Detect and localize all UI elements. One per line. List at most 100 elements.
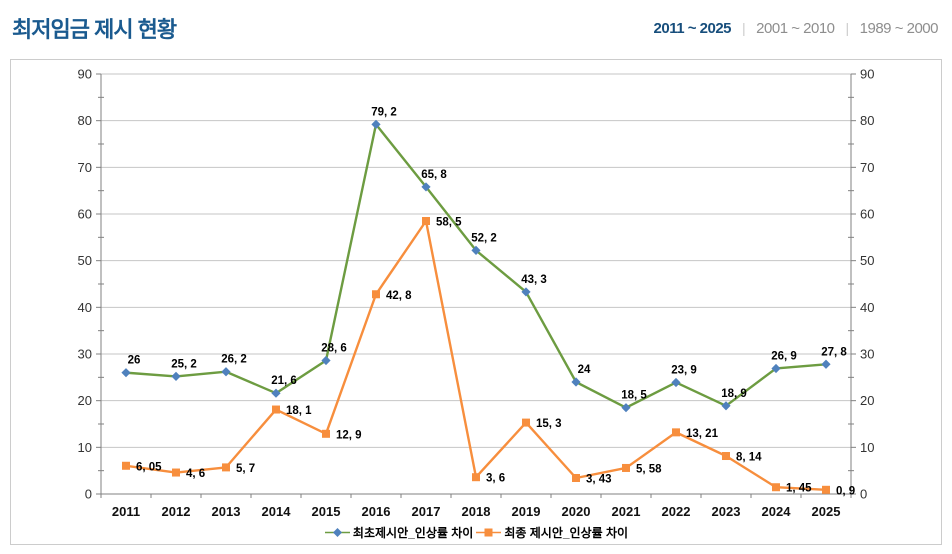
data-label: 3, 6 bbox=[486, 473, 505, 485]
data-label: 79, 2 bbox=[371, 106, 397, 118]
data-point-marker bbox=[721, 401, 731, 411]
x-axis-label: 2021 bbox=[612, 504, 641, 519]
data-label: 23, 9 bbox=[671, 364, 697, 376]
data-label: 65, 8 bbox=[421, 169, 447, 181]
data-point-marker bbox=[621, 403, 631, 413]
data-label: 12, 9 bbox=[336, 429, 362, 441]
data-point-marker bbox=[622, 463, 630, 472]
data-point-marker bbox=[822, 485, 830, 494]
data-label: 4, 6 bbox=[186, 468, 205, 480]
data-point-marker bbox=[771, 363, 781, 374]
chart-legend: 최초제시안_인상률 차이 최종 제시안_인상률 차이 bbox=[11, 522, 941, 542]
data-point-marker bbox=[272, 405, 280, 414]
data-point-marker bbox=[821, 359, 831, 369]
data-label: 58, 5 bbox=[436, 217, 462, 229]
chart-container: 0 0 10 10 20 20 30 30 40 40 50 50 60 60 70 70 80 80 90 90 20… bbox=[10, 59, 942, 545]
data-point-marker bbox=[421, 182, 431, 192]
data-label: 24 bbox=[578, 364, 591, 376]
data-point-marker bbox=[672, 428, 680, 437]
x-axis-label: 2024 bbox=[762, 504, 792, 519]
legend-label-initial: 최초제시안_인상률 차이 bbox=[352, 525, 474, 540]
data-point-marker bbox=[271, 388, 281, 398]
data-label: 26, 2 bbox=[221, 354, 247, 366]
data-label: 13, 21 bbox=[686, 428, 719, 440]
x-axis-label: 2018 bbox=[462, 504, 491, 519]
data-label: 18, 5 bbox=[621, 390, 647, 402]
data-label: 1, 45 bbox=[786, 483, 812, 495]
data-label: 3, 43 bbox=[586, 473, 612, 485]
data-label: 42, 8 bbox=[386, 290, 412, 302]
y-axis-label-left: 20 bbox=[78, 393, 92, 408]
tab-1989-2000[interactable]: 1989 ~ 2000 bbox=[859, 19, 939, 37]
data-label: 18, 1 bbox=[286, 405, 312, 417]
data-point-marker bbox=[222, 463, 230, 472]
x-axis-label: 2022 bbox=[662, 504, 691, 519]
y-axis-label-right: 70 bbox=[860, 160, 874, 175]
x-axis-label: 2020 bbox=[562, 504, 591, 519]
tab-separator: | bbox=[845, 20, 850, 36]
data-point-marker bbox=[221, 367, 231, 377]
x-axis-label: 2013 bbox=[212, 504, 241, 519]
tab-2001-2010[interactable]: 2001 ~ 2010 bbox=[756, 19, 835, 37]
data-label: 5, 7 bbox=[236, 463, 255, 475]
data-point-marker bbox=[121, 368, 131, 378]
data-point-marker bbox=[321, 355, 331, 366]
data-label: 18, 9 bbox=[721, 388, 747, 400]
legend-item-initial-proposal: 최초제시안_인상률 차이 bbox=[324, 524, 473, 541]
legend-square-2 bbox=[484, 528, 493, 536]
y-axis-label-right: 80 bbox=[860, 113, 874, 128]
data-point-marker bbox=[322, 429, 330, 438]
y-axis-label-right: 0 bbox=[860, 487, 867, 502]
data-point-marker bbox=[472, 473, 480, 482]
x-axis-label: 2016 bbox=[362, 504, 391, 519]
data-label: 0, 9 bbox=[836, 485, 855, 497]
data-point-marker bbox=[522, 418, 530, 427]
data-point-marker bbox=[422, 217, 430, 225]
data-label: 5, 58 bbox=[636, 463, 662, 475]
page-title: 최저임금 제시 현황 bbox=[12, 17, 177, 42]
data-label: 6, 05 bbox=[136, 461, 162, 473]
data-label: 15, 3 bbox=[536, 418, 562, 430]
y-axis-label-left: 90 bbox=[78, 67, 92, 82]
y-axis-label-right: 30 bbox=[860, 347, 874, 362]
y-axis-label-left: 70 bbox=[78, 160, 92, 175]
x-axis-label: 2011 bbox=[112, 504, 140, 519]
legend-initial-marker-icon bbox=[324, 527, 350, 537]
legend-final-marker-icon bbox=[476, 528, 502, 536]
y-axis-label-right: 60 bbox=[860, 207, 874, 222]
data-label: 27, 8 bbox=[821, 346, 847, 358]
y-axis-label-right: 50 bbox=[860, 253, 874, 268]
data-point-marker bbox=[372, 290, 380, 299]
x-axis-label: 2025 bbox=[812, 504, 841, 519]
data-label: 28, 6 bbox=[321, 343, 347, 355]
data-point-marker bbox=[572, 473, 580, 482]
data-point-marker bbox=[172, 468, 180, 477]
tab-separator: | bbox=[742, 20, 746, 36]
data-label: 26, 9 bbox=[771, 350, 797, 362]
data-point-marker bbox=[122, 461, 130, 470]
y-axis-label-left: 10 bbox=[78, 440, 92, 455]
x-axis-label: 2014 bbox=[262, 504, 292, 519]
x-axis-label: 2023 bbox=[712, 504, 741, 519]
data-label: 25, 2 bbox=[171, 358, 197, 370]
data-label: 8, 14 bbox=[736, 452, 762, 464]
y-axis-label-right: 90 bbox=[860, 67, 874, 82]
data-label: 52, 2 bbox=[471, 232, 497, 244]
y-axis-label-left: 80 bbox=[78, 113, 92, 128]
data-label: 43, 3 bbox=[521, 274, 547, 286]
period-tabs: 2011 ~ 2025 | 2001 ~ 2010 | 1989 ~ 2000 bbox=[653, 19, 939, 37]
page-header: 최저임금 제시 현황 2011 ~ 2025 | 2001 ~ 2010 | 1… bbox=[12, 6, 939, 50]
tab-2011-2025[interactable]: 2011 ~ 2025 bbox=[653, 19, 732, 37]
y-axis-label-left: 50 bbox=[78, 253, 92, 268]
y-axis-label-right: 20 bbox=[860, 393, 874, 408]
y-axis-label-left: 40 bbox=[78, 300, 92, 315]
data-point-marker bbox=[371, 119, 381, 129]
data-point-marker bbox=[571, 377, 581, 387]
x-axis-label: 2015 bbox=[312, 504, 341, 519]
y-axis-label-right: 40 bbox=[860, 300, 874, 315]
y-axis-label-right: 10 bbox=[860, 440, 874, 455]
x-axis-label: 2017 bbox=[412, 504, 441, 519]
x-axis-label: 2019 bbox=[512, 504, 541, 519]
data-point-marker bbox=[471, 245, 481, 255]
data-point-marker bbox=[722, 452, 730, 461]
